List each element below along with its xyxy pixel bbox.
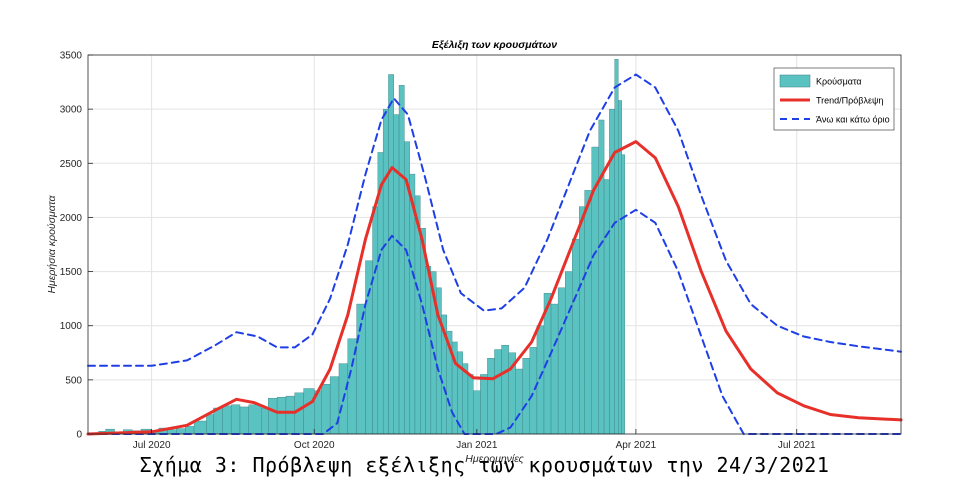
x-tick-label: Oct 2020 xyxy=(294,440,335,451)
y-tick-label: 500 xyxy=(65,375,82,386)
case-bar xyxy=(487,358,495,435)
case-bar xyxy=(467,374,474,435)
x-tick-label: Jul 2020 xyxy=(133,440,171,451)
case-bar xyxy=(294,392,304,435)
case-bar xyxy=(285,395,295,435)
case-bar xyxy=(621,154,625,435)
case-bar xyxy=(206,414,214,435)
case-bar xyxy=(365,260,373,435)
y-tick-label: 3500 xyxy=(60,51,83,62)
y-tick-label: 1000 xyxy=(60,321,83,332)
case-bar xyxy=(473,390,481,435)
case-bar xyxy=(536,325,545,435)
y-tick-label: 3000 xyxy=(60,105,83,116)
case-bar xyxy=(185,426,195,435)
chart-title: Εξέλιξη των κρουσμάτων xyxy=(432,39,557,51)
case-bar xyxy=(388,74,394,435)
legend-label: Trend/Πρόβλεψη xyxy=(816,96,883,106)
legend-label: Άνω και κάτω όριο xyxy=(816,115,890,125)
axes-frame xyxy=(87,54,902,435)
case-bar xyxy=(603,179,610,435)
bound-line xyxy=(87,73,902,367)
case-bar xyxy=(222,405,232,435)
y-tick-label: 0 xyxy=(76,430,82,441)
case-bar xyxy=(515,368,523,435)
case-bar xyxy=(261,407,269,435)
case-bar xyxy=(398,85,405,435)
case-bar xyxy=(522,358,531,435)
case-bar xyxy=(501,345,509,435)
case-bar xyxy=(614,59,619,435)
case-bar xyxy=(321,383,331,435)
case-bar xyxy=(248,404,262,435)
x-tick-label: Jan 2021 xyxy=(456,440,498,451)
y-tick-label: 2000 xyxy=(60,213,83,224)
case-bar xyxy=(557,287,566,435)
y-tick-label: 2500 xyxy=(60,159,83,170)
case-bar xyxy=(480,374,488,435)
case-bar xyxy=(564,271,573,435)
legend-label: Κρούσματα xyxy=(816,77,862,87)
case-bar xyxy=(239,406,250,435)
legend-swatch-cases xyxy=(779,74,811,88)
case-bar xyxy=(382,108,389,435)
case-bar xyxy=(230,404,241,435)
case-bar xyxy=(579,206,585,435)
case-bar xyxy=(494,349,502,435)
bound-line xyxy=(87,208,902,435)
x-tick-label: Apr 2021 xyxy=(616,440,657,451)
case-bar xyxy=(193,420,207,435)
case-bar xyxy=(329,376,340,435)
trend-line xyxy=(86,140,903,436)
case-bar xyxy=(529,347,538,435)
x-tick-label: Jul 2021 xyxy=(778,440,816,451)
case-bar xyxy=(598,119,605,435)
plot-area: 0 500 1000 1500 2000 2500 3000 3500 Jul 2020 Oct … xyxy=(46,39,903,465)
case-bar xyxy=(572,238,580,435)
x-axis-label: Ημερομηνίες xyxy=(465,453,524,465)
y-tick-label: 1500 xyxy=(60,267,83,278)
case-bar xyxy=(584,190,592,435)
case-bar xyxy=(393,114,400,435)
case-bar xyxy=(268,398,278,435)
case-bar xyxy=(303,388,315,435)
case-bar xyxy=(372,206,379,435)
y-axis-label: Ημερήσια κρούσματα xyxy=(46,194,58,293)
case-bar xyxy=(550,303,559,435)
case-bar xyxy=(276,396,287,435)
case-bar xyxy=(425,265,432,435)
figure-caption: Σχήμα 3: Πρόβλεψη εξέλιξης των κρουσμάτω… xyxy=(139,453,830,477)
